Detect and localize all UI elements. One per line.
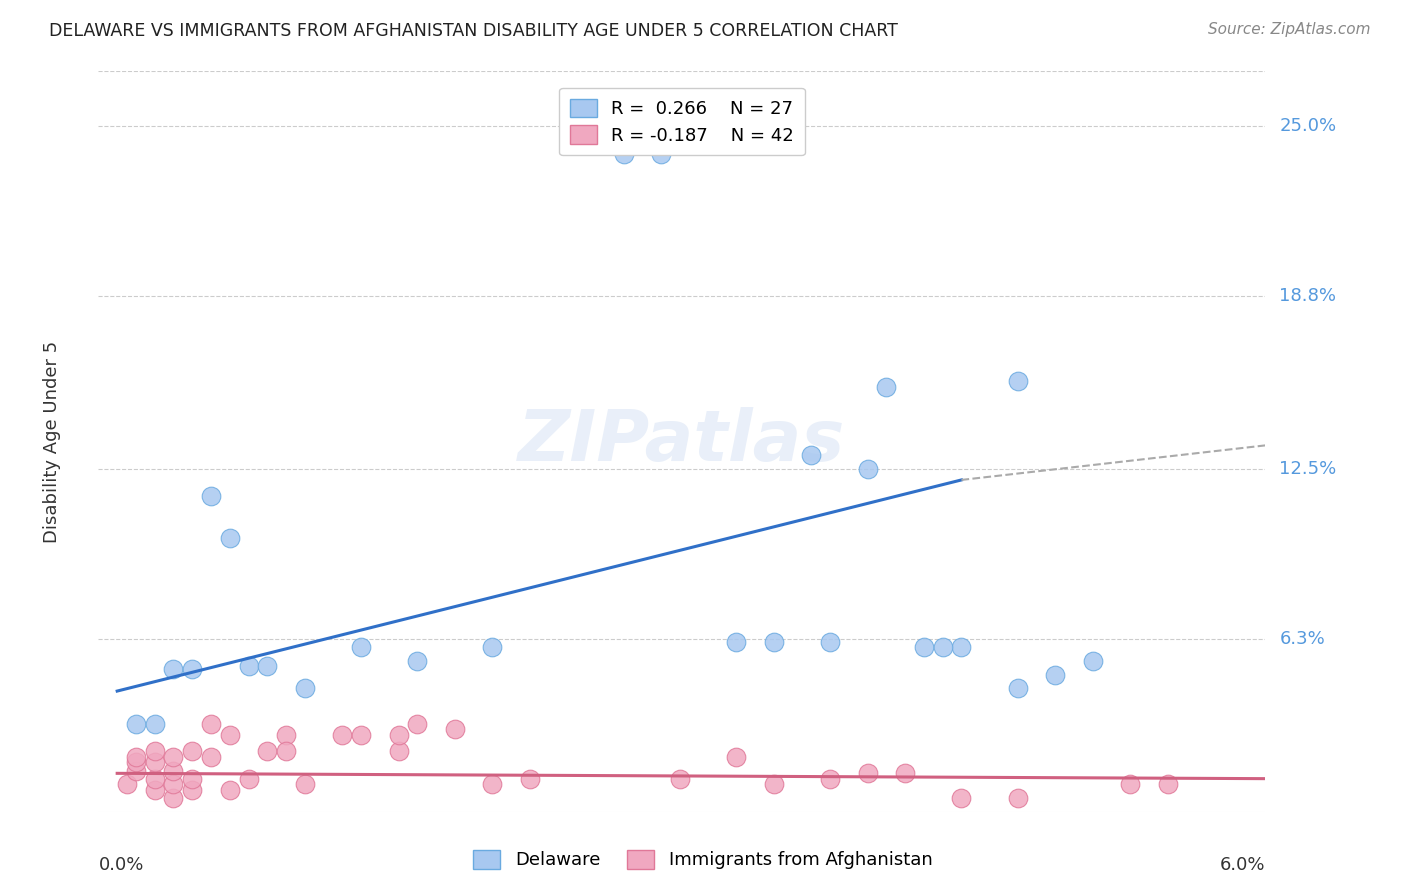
Point [125,750,148,764]
Text: 6.0%: 6.0% [1220,856,1265,874]
Point [350,640,373,655]
Point [200,489,222,503]
Point [330,728,353,742]
Point [218,531,240,545]
Point [181,744,204,758]
Point [669,772,692,786]
Point [143,744,166,758]
Point [125,717,148,731]
Point [725,750,748,764]
Text: Source: ZipAtlas.com: Source: ZipAtlas.com [1208,22,1371,37]
Legend: Delaware, Immigrants from Afghanistan: Delaware, Immigrants from Afghanistan [464,841,942,879]
Point [388,728,411,742]
Point [1119,777,1142,791]
Point [256,659,278,673]
Point [1045,667,1067,681]
Point [912,640,935,655]
Point [181,662,204,676]
Point [125,756,148,770]
Point [218,782,240,797]
Point [894,766,917,780]
Text: Disability Age Under 5: Disability Age Under 5 [42,341,60,542]
Point [238,659,260,673]
Point [162,764,184,778]
Point [950,640,973,655]
Point [218,728,240,742]
Point [950,791,973,805]
Point [143,782,166,797]
Point [1007,681,1029,696]
Point [294,681,316,696]
Point [856,766,879,780]
Point [818,772,841,786]
Point [256,744,278,758]
Text: DELAWARE VS IMMIGRANTS FROM AFGHANISTAN DISABILITY AGE UNDER 5 CORRELATION CHART: DELAWARE VS IMMIGRANTS FROM AFGHANISTAN … [49,22,898,40]
Point [406,654,429,668]
Point [725,634,748,648]
Text: 18.8%: 18.8% [1279,287,1337,305]
Point [800,448,823,462]
Point [481,777,503,791]
Point [931,640,953,655]
Point [481,640,503,655]
Point [125,764,148,778]
Point [818,634,841,648]
Point [294,777,316,791]
Point [650,146,672,161]
Point [406,717,429,731]
Point [162,750,184,764]
Text: ZIPatlas: ZIPatlas [519,407,845,476]
Text: 25.0%: 25.0% [1279,117,1337,136]
Point [200,717,222,731]
Point [350,728,373,742]
Point [181,772,204,786]
Text: 0.0%: 0.0% [98,856,143,874]
Point [238,772,260,786]
Point [200,750,222,764]
Point [856,462,879,476]
Point [274,728,297,742]
Point [388,744,411,758]
Point [1007,791,1029,805]
Point [143,717,166,731]
Point [143,772,166,786]
Point [519,772,541,786]
Text: 12.5%: 12.5% [1279,460,1337,478]
Text: 6.3%: 6.3% [1279,630,1324,648]
Point [162,791,184,805]
Point [162,662,184,676]
Point [762,634,785,648]
Point [444,723,467,737]
Point [115,777,138,791]
Point [181,782,204,797]
Point [274,744,297,758]
Legend: R =  0.266    N = 27, R = -0.187    N = 42: R = 0.266 N = 27, R = -0.187 N = 42 [560,87,804,155]
Point [1081,654,1104,668]
Point [162,777,184,791]
Point [1007,374,1029,388]
Point [762,777,785,791]
Point [143,756,166,770]
Point [613,146,636,161]
Point [875,380,897,394]
Point [1157,777,1180,791]
